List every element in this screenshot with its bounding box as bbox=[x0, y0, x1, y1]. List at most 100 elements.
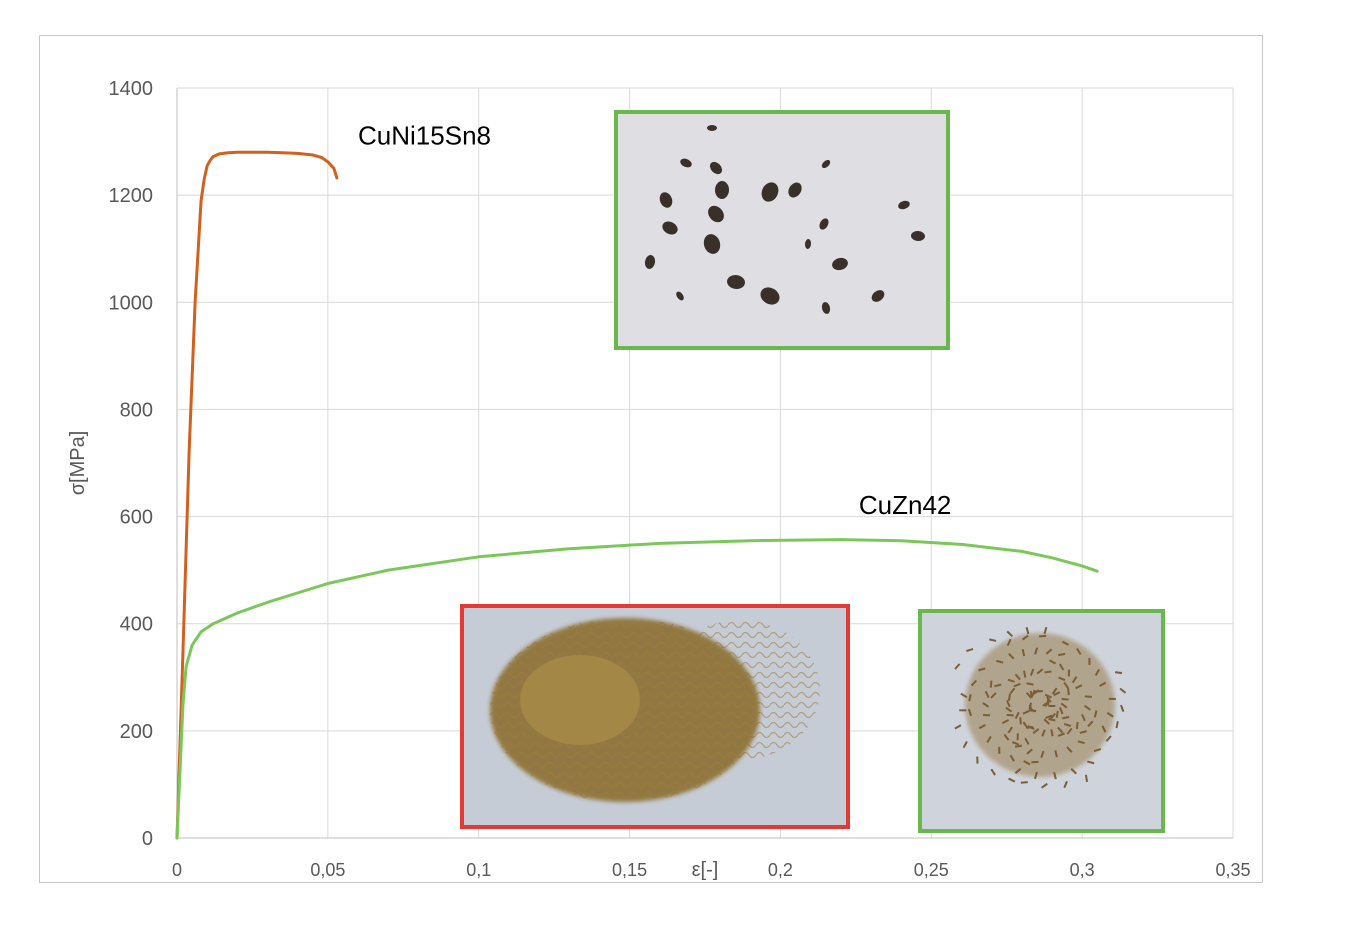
short-chip-mark bbox=[1044, 693, 1052, 699]
short-chip-mark bbox=[1022, 709, 1030, 715]
short-chip-mark bbox=[1066, 746, 1073, 753]
short-chip-mark bbox=[1039, 634, 1047, 638]
short-chip-mark bbox=[1063, 681, 1069, 689]
short-chip-mark bbox=[1006, 713, 1014, 717]
short-chip-mark bbox=[1008, 777, 1016, 783]
short-chip-mark bbox=[994, 683, 1002, 688]
inset-cuzn-long-chips bbox=[460, 604, 850, 829]
chip-mark bbox=[871, 290, 885, 302]
chip-mark bbox=[644, 255, 656, 269]
chip-mark bbox=[821, 302, 831, 314]
short-chip-mark bbox=[1060, 702, 1068, 709]
short-chip-mark bbox=[1016, 733, 1019, 741]
short-chip-mark bbox=[1063, 780, 1068, 789]
short-chip-mark bbox=[1029, 690, 1033, 698]
y-tick-label: 200 bbox=[120, 721, 153, 743]
short-chip-mark bbox=[1105, 735, 1112, 742]
short-chip-mark bbox=[1023, 670, 1027, 678]
short-chip-mark bbox=[1087, 720, 1094, 728]
chart-frame bbox=[39, 35, 1263, 883]
short-chip-mark bbox=[1063, 722, 1072, 728]
short-chip-mark bbox=[1059, 663, 1065, 671]
short-chip-mark bbox=[1003, 733, 1010, 741]
short-chip-mark bbox=[1022, 721, 1029, 729]
chip-mark bbox=[707, 125, 717, 131]
inset-cuzn-short-chips bbox=[918, 609, 1165, 833]
short-chip-mark bbox=[1061, 640, 1070, 646]
short-chip-mark bbox=[1009, 754, 1015, 762]
short-chip-mark bbox=[959, 709, 967, 712]
short-chip-mark bbox=[1114, 671, 1123, 675]
y-tick-label: 1400 bbox=[109, 78, 154, 100]
chip-mark bbox=[727, 274, 745, 290]
short-chip-mark bbox=[1062, 715, 1070, 720]
x-tick-label: 0,2 bbox=[768, 860, 793, 880]
x-tick-label: 0,05 bbox=[310, 860, 345, 880]
short-chip-mark bbox=[1067, 688, 1070, 696]
chip-mark bbox=[703, 234, 721, 254]
chip-mark bbox=[662, 221, 678, 235]
short-chip-mark bbox=[1049, 659, 1057, 665]
short-chip-mark bbox=[1026, 682, 1034, 686]
series-label: CuNi15Sn8 bbox=[358, 120, 491, 150]
short-chip-mark bbox=[1048, 718, 1056, 722]
short-chip-mark bbox=[1020, 781, 1028, 784]
short-chip-mark bbox=[1014, 673, 1021, 681]
short-chip-mark bbox=[1014, 711, 1020, 720]
chip-mark bbox=[761, 182, 779, 202]
short-chip-mark bbox=[1043, 718, 1050, 725]
short-chip-mark bbox=[1108, 697, 1116, 701]
y-tick-label: 400 bbox=[120, 614, 153, 636]
short-chip-mark bbox=[1085, 774, 1088, 782]
x-tick-label: 0,35 bbox=[1215, 860, 1250, 880]
short-chip-mark bbox=[1075, 684, 1083, 690]
tick-labels: 0 200 400 600 800 1000 1200 1400 0 0,05 0,1 0,15 0,2… bbox=[109, 78, 1251, 880]
short-chip-mark bbox=[1029, 709, 1037, 712]
short-chip-mark bbox=[1046, 695, 1052, 703]
short-chip-mark bbox=[976, 756, 979, 764]
short-chip-mark bbox=[1057, 726, 1064, 734]
short-chip-mark bbox=[966, 647, 974, 653]
short-chip-mark bbox=[1041, 782, 1048, 789]
short-chip-mark bbox=[1040, 750, 1045, 758]
series-line-cuni15sn8 bbox=[175, 150, 339, 840]
short-chip-mark bbox=[1044, 670, 1052, 674]
short-chip-mark bbox=[1031, 760, 1039, 764]
short-chip-mark bbox=[990, 768, 996, 776]
y-tick-label: 0 bbox=[142, 828, 153, 850]
short-chip-mark bbox=[1034, 647, 1039, 655]
x-tick-label: 0 bbox=[172, 860, 182, 880]
short-chip-mark bbox=[1008, 693, 1011, 701]
short-chip-mark bbox=[1032, 689, 1040, 695]
short-chip-mark bbox=[962, 741, 968, 749]
axes bbox=[176, 88, 1233, 839]
short-chip-mark bbox=[968, 694, 972, 702]
short-chip-mark bbox=[1119, 687, 1127, 694]
short-chip-mark bbox=[954, 724, 962, 730]
short-chip-mark bbox=[1076, 647, 1082, 655]
x-axis-label: ε[-] bbox=[692, 859, 719, 881]
short-chip-mark bbox=[1077, 740, 1085, 745]
short-chip-mark bbox=[1007, 678, 1015, 683]
short-chip-mark bbox=[1051, 687, 1058, 695]
short-chip-mark bbox=[1115, 720, 1119, 729]
short-chip-mark bbox=[1054, 750, 1058, 758]
inset-cuni-chips bbox=[614, 110, 950, 350]
short-chip-mark bbox=[1045, 648, 1053, 655]
short-chip-mark bbox=[1057, 732, 1066, 737]
short-chip-mark bbox=[996, 659, 1004, 664]
short-chip-mark bbox=[1059, 707, 1064, 715]
short-chip-mark bbox=[1031, 689, 1036, 697]
short-chip-mark bbox=[1061, 697, 1069, 701]
x-tick-label: 0,15 bbox=[612, 860, 647, 880]
short-chip-mark bbox=[1084, 704, 1091, 711]
short-chip-mark bbox=[1033, 771, 1038, 780]
short-chip-mark bbox=[1026, 692, 1033, 699]
short-chip-mark bbox=[970, 679, 978, 687]
short-chip-mark bbox=[982, 702, 990, 708]
short-chip-mark bbox=[1006, 638, 1012, 647]
short-chip-mark bbox=[1099, 681, 1107, 687]
short-chip-mark bbox=[1023, 760, 1031, 766]
x-tick-label: 0,1 bbox=[466, 860, 491, 880]
